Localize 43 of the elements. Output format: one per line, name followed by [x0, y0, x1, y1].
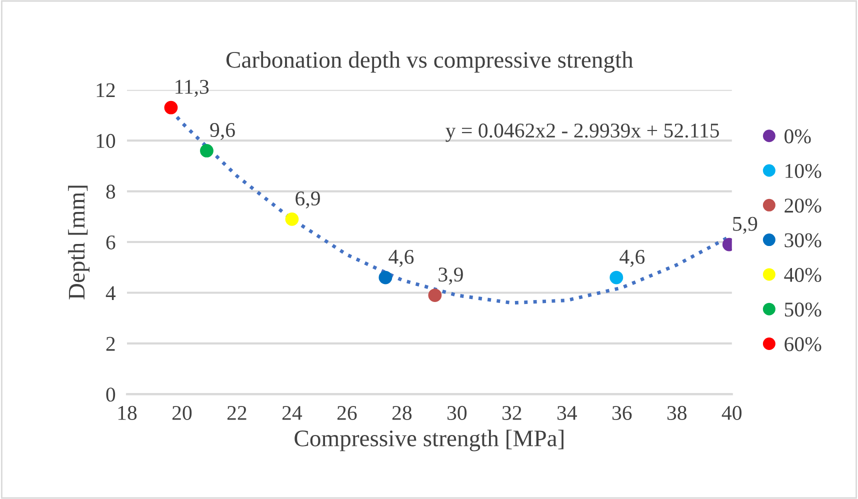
y-tick-label: 8: [106, 184, 116, 199]
point: [610, 270, 624, 284]
x-tick-label: 26: [337, 406, 357, 420]
data-label: 4,6: [620, 250, 645, 267]
x-tick-label: 20: [172, 406, 192, 420]
legend-label: 50%: [784, 302, 822, 317]
x-axis-title: Compressive strength [MPa]: [294, 430, 564, 452]
legend-label: 30%: [784, 233, 822, 248]
legend-label: 0%: [784, 129, 811, 144]
x-tick-label: 18: [118, 406, 137, 420]
point: [378, 270, 392, 284]
y-tick-label: 0: [106, 388, 116, 402]
point: [428, 288, 442, 302]
x-tick-label: 30: [448, 406, 467, 420]
x-tick-label: 22: [227, 406, 246, 420]
legend-label: 40%: [784, 268, 822, 282]
point: [164, 100, 178, 114]
x-tick-label: 32: [502, 406, 522, 420]
x-tick-label: 28: [392, 406, 412, 420]
point: [285, 212, 299, 226]
data-label: 3,9: [438, 268, 463, 285]
y-tick-label: 12: [96, 83, 115, 98]
x-tick-label: 38: [667, 406, 687, 420]
legend-label: 10%: [786, 164, 822, 178]
chart-title: Carbonation depth vs compressive strength: [226, 51, 634, 73]
data-label: 11,3: [176, 80, 209, 97]
point: [200, 144, 214, 158]
data-label: 5,9: [733, 216, 758, 234]
annotation: y = 0.0462x2 - 2.9939x + 52.115: [446, 124, 719, 142]
x-tick-label: 36: [612, 406, 632, 420]
legend-label: 20%: [784, 198, 822, 213]
data-label: 4,6: [388, 250, 414, 267]
x-tick-label: 40: [722, 406, 742, 420]
data-label: 9,6: [210, 123, 235, 140]
y-tick-label: 2: [106, 336, 115, 351]
y-tick-label: 4: [106, 286, 116, 300]
x-tick-label: 24: [282, 406, 302, 420]
legend-label: 60%: [784, 337, 822, 352]
x-tick-label: 34: [557, 406, 577, 420]
y-tick-label: 6: [106, 235, 116, 250]
data-label: 6,9: [296, 192, 320, 208]
y-axis-title: Depth [mm]: [68, 186, 90, 300]
y-tick-label: 10: [96, 134, 116, 148]
